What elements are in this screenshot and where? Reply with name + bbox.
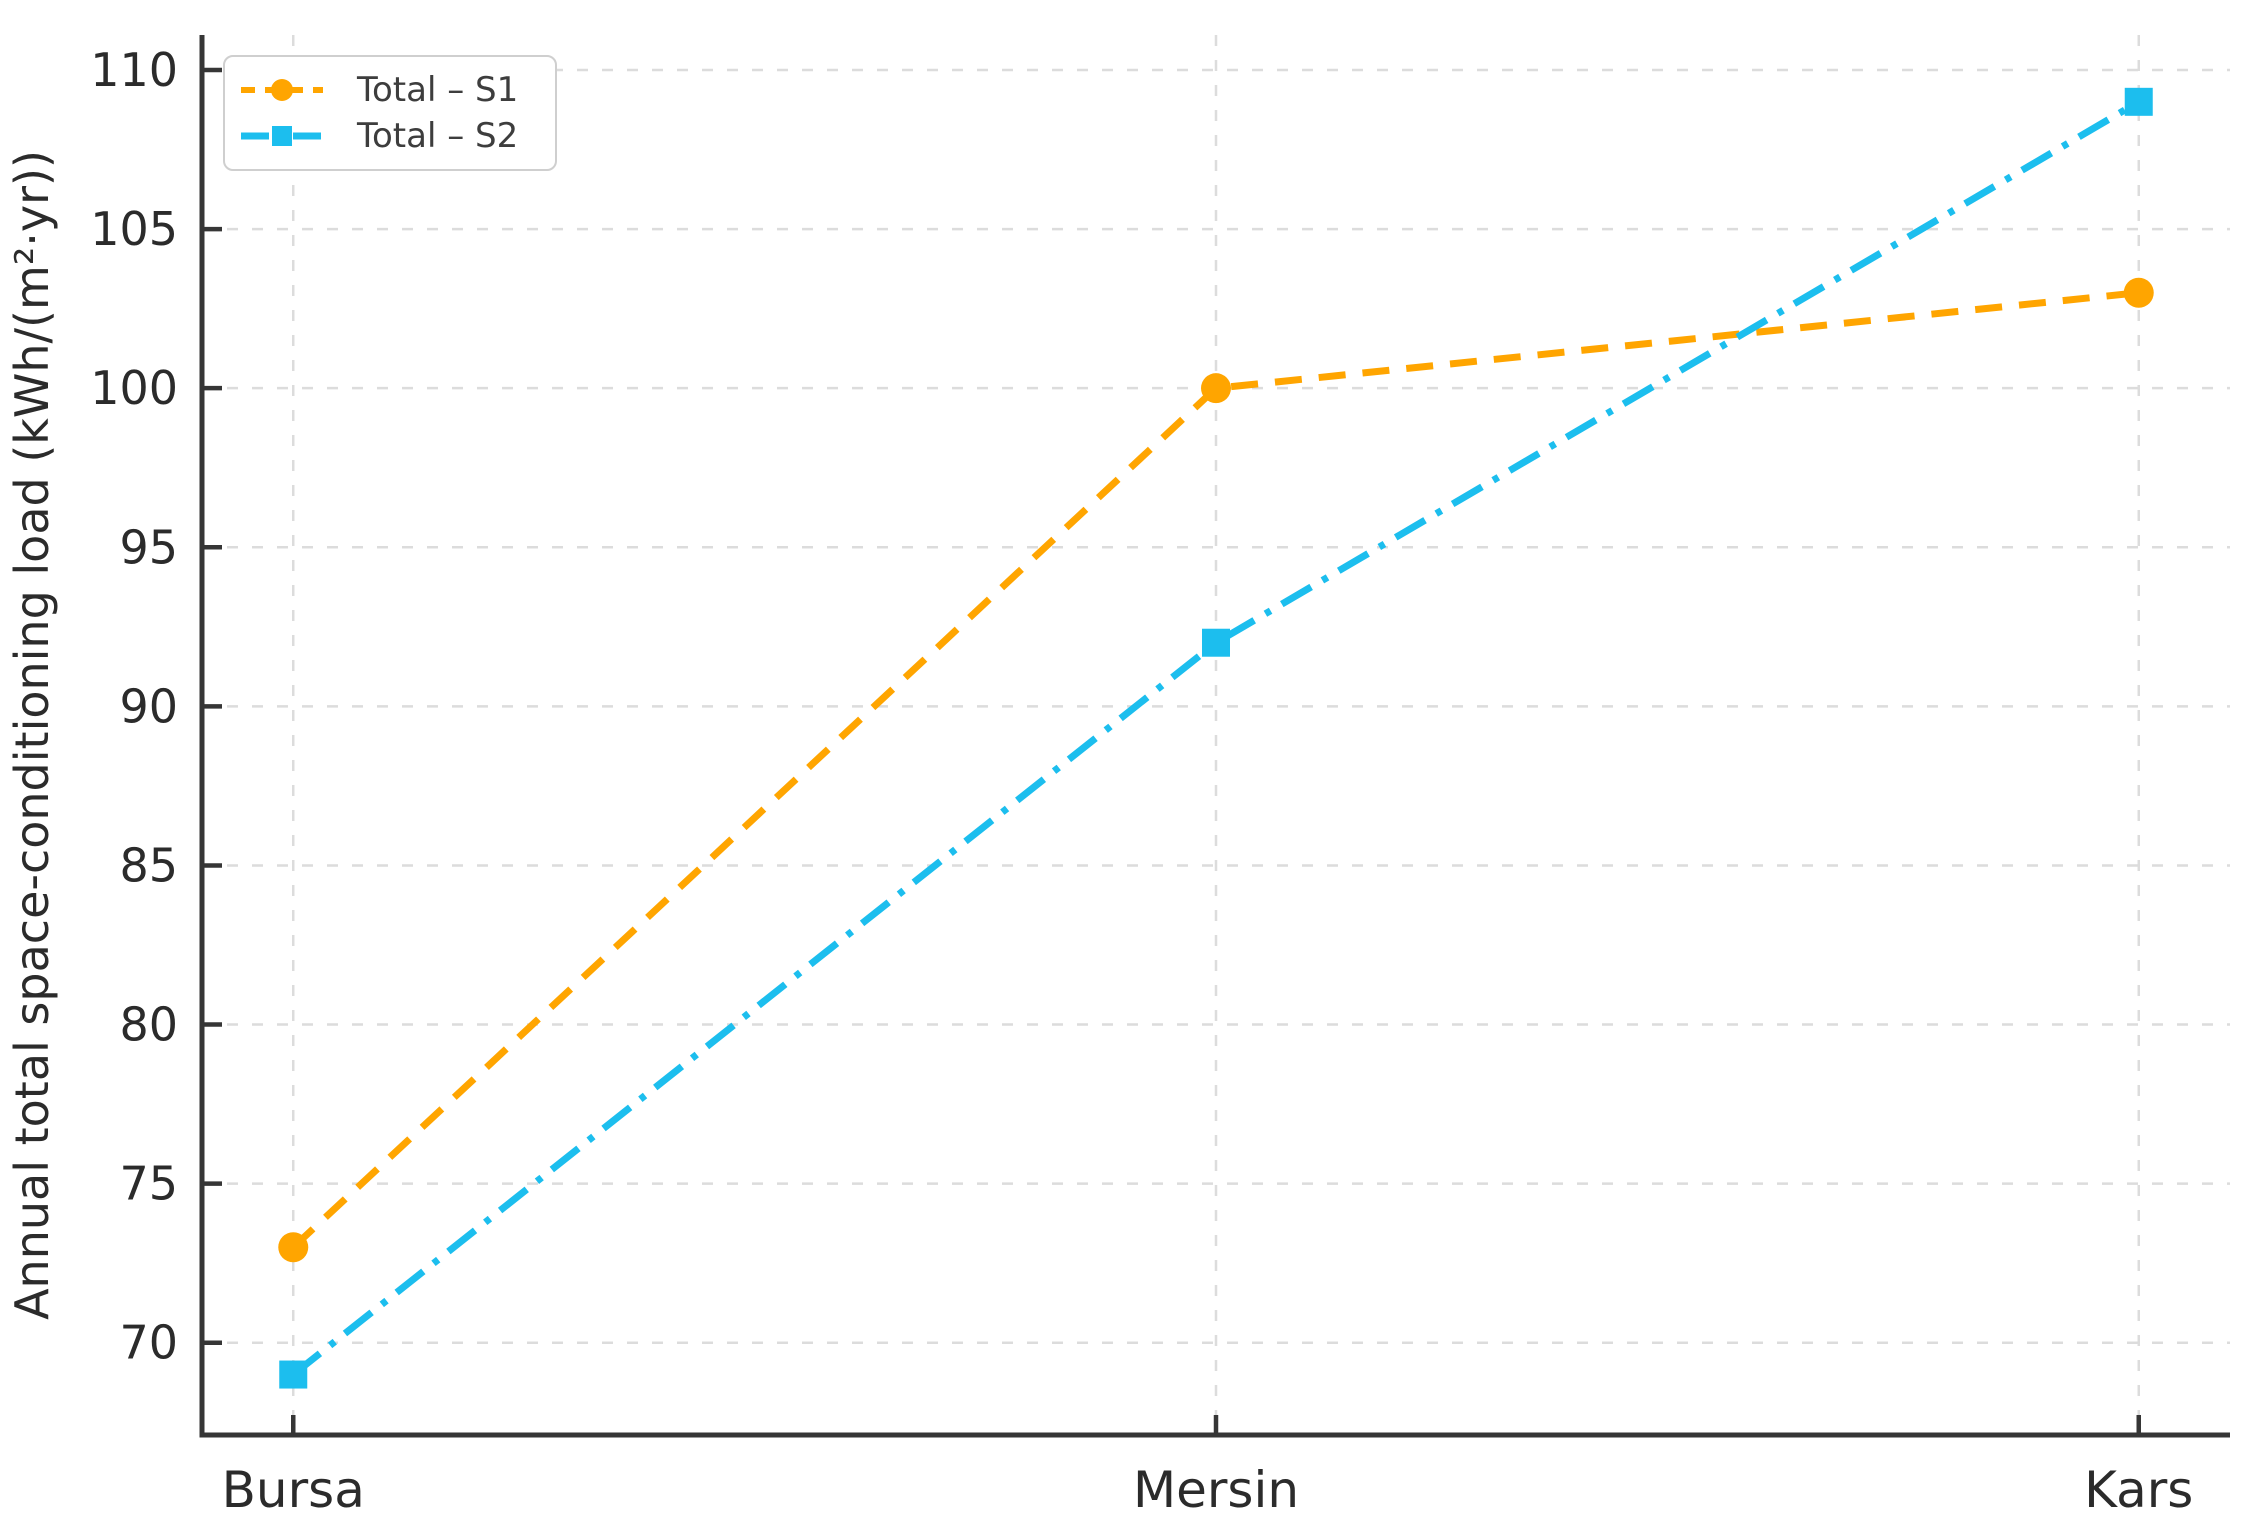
y-tick-label: 100 <box>90 361 178 415</box>
legend-item-total-s2: Total – S2 <box>239 119 541 153</box>
marker-total-s2-bursa <box>279 1360 308 1389</box>
marker-total-s1-kars <box>2123 277 2154 308</box>
y-tick-label: 80 <box>119 998 178 1052</box>
y-tick-label: 90 <box>119 679 178 733</box>
y-axis-title: Annual total space-conditioning load (kW… <box>5 150 59 1320</box>
legend-label-total-s1: Total – S1 <box>357 70 519 110</box>
legend: Total – S1 Total – S2 <box>223 55 557 171</box>
marker-total-s2-mersin <box>1202 628 1230 657</box>
x-tick-label-mersin: Mersin <box>1133 1461 1299 1519</box>
marker-total-s1-bursa <box>278 1232 309 1263</box>
marker-total-s2-kars <box>2124 87 2153 116</box>
x-tick-label-bursa: Bursa <box>222 1461 365 1519</box>
legend-label-total-s2: Total – S2 <box>357 116 519 156</box>
y-tick-label: 110 <box>90 43 178 97</box>
y-tick-label: 70 <box>119 1316 178 1370</box>
y-tick-label: 75 <box>119 1157 178 1211</box>
legend-swatch-dashed-circle-icon <box>241 79 323 101</box>
y-tick-label: 105 <box>90 202 178 256</box>
x-tick-label-kars: Kars <box>2084 1461 2193 1519</box>
y-tick-label: 95 <box>119 520 178 574</box>
legend-item-total-s1: Total – S1 <box>239 73 541 107</box>
legend-swatch-dashdot-square-icon <box>241 126 323 146</box>
marker-total-s1-mersin <box>1201 373 1231 404</box>
y-tick-label: 85 <box>119 838 178 892</box>
series-line-total-s1 <box>290 289 2140 1250</box>
